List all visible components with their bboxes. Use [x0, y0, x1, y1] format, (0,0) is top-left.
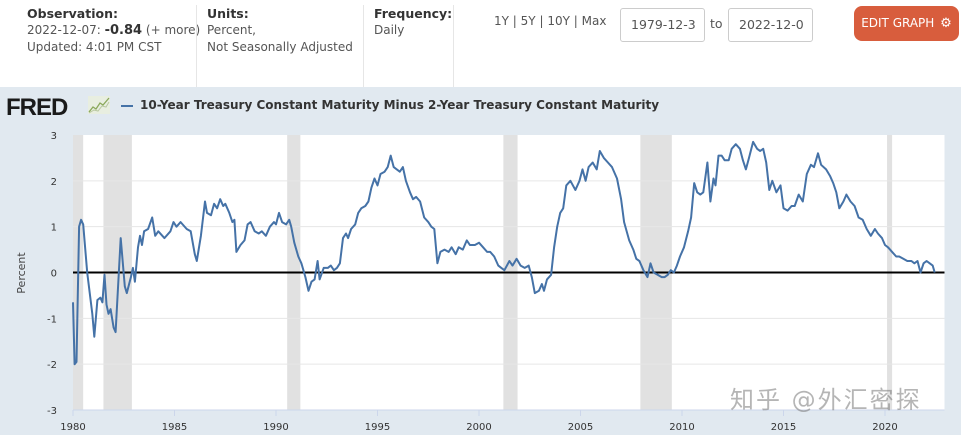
edit-graph-label: EDIT GRAPH	[861, 16, 935, 30]
y-tick-label: 1	[51, 223, 57, 234]
range-separator: |	[539, 14, 544, 28]
range-5y[interactable]: 5Y	[520, 14, 536, 28]
units-line2: Not Seasonally Adjusted	[207, 40, 353, 54]
date-to-input[interactable]: 2022-12-0	[728, 8, 813, 42]
legend-swatch	[121, 105, 133, 107]
x-tick-label: 2015	[771, 422, 796, 433]
y-tick-label: -3	[47, 406, 57, 417]
date-from-input[interactable]: 1979-12-3	[620, 8, 705, 42]
frequency-value: Daily	[374, 23, 405, 37]
x-tick-label: 2010	[669, 422, 694, 433]
y-tick-label: 0	[51, 269, 57, 280]
divider	[196, 5, 197, 87]
divider	[363, 5, 364, 87]
range-separator: |	[512, 14, 517, 28]
y-axis-label: Percent	[15, 252, 28, 294]
sparkline-chart-icon	[88, 96, 110, 114]
x-tick-label: 2005	[568, 422, 593, 433]
observation-value: -0.84	[104, 23, 143, 38]
observation-label: Observation:	[27, 6, 118, 21]
gear-icon: ⚙	[940, 16, 952, 31]
x-tick-label: 2020	[872, 422, 897, 433]
observation-block: Observation: 2022-12-07: -0.84 (+ more) …	[27, 5, 200, 56]
y-tick-label: 3	[51, 131, 57, 142]
x-tick-label: 1990	[263, 422, 288, 433]
x-tick-label: 1980	[60, 422, 85, 433]
range-1y[interactable]: 1Y	[494, 14, 509, 28]
range-max[interactable]: Max	[581, 14, 607, 28]
header-bar: Observation: 2022-12-07: -0.84 (+ more) …	[0, 0, 961, 87]
range-separator: |	[573, 14, 578, 28]
fred-logo[interactable]: FRED	[6, 94, 68, 121]
y-tick-label: -1	[47, 314, 57, 325]
divider	[453, 5, 454, 87]
x-tick-label: 1985	[162, 422, 187, 433]
range-selector: 1Y | 5Y | 10Y | Max	[494, 14, 606, 28]
date-to-label: to	[710, 16, 723, 31]
observation-date: 2022-12-07:	[27, 23, 101, 37]
units-block: Units: Percent, Not Seasonally Adjusted	[207, 5, 353, 56]
frequency-block: Frequency: Daily	[374, 5, 452, 39]
y-tick-label: -2	[47, 360, 57, 371]
observation-value-line: 2022-12-07: -0.84 (+ more)	[27, 22, 200, 39]
frequency-label: Frequency:	[374, 6, 453, 21]
x-tick-label: 1995	[365, 422, 390, 433]
series-line	[72, 140, 936, 366]
units-line1: Percent,	[207, 23, 256, 37]
chart-title: 10-Year Treasury Constant Maturity Minus…	[140, 98, 660, 112]
edit-graph-button[interactable]: EDIT GRAPH ⚙	[854, 6, 959, 41]
units-label: Units:	[207, 6, 249, 21]
watermark: 知乎 @外汇密探	[730, 386, 922, 414]
y-tick-label: 2	[51, 177, 57, 188]
range-10y[interactable]: 10Y	[547, 14, 570, 28]
observation-more-link[interactable]: (+ more)	[145, 23, 201, 37]
updated-time: Updated: 4:01 PM CST	[27, 40, 162, 54]
x-tick-label: 2000	[466, 422, 491, 433]
